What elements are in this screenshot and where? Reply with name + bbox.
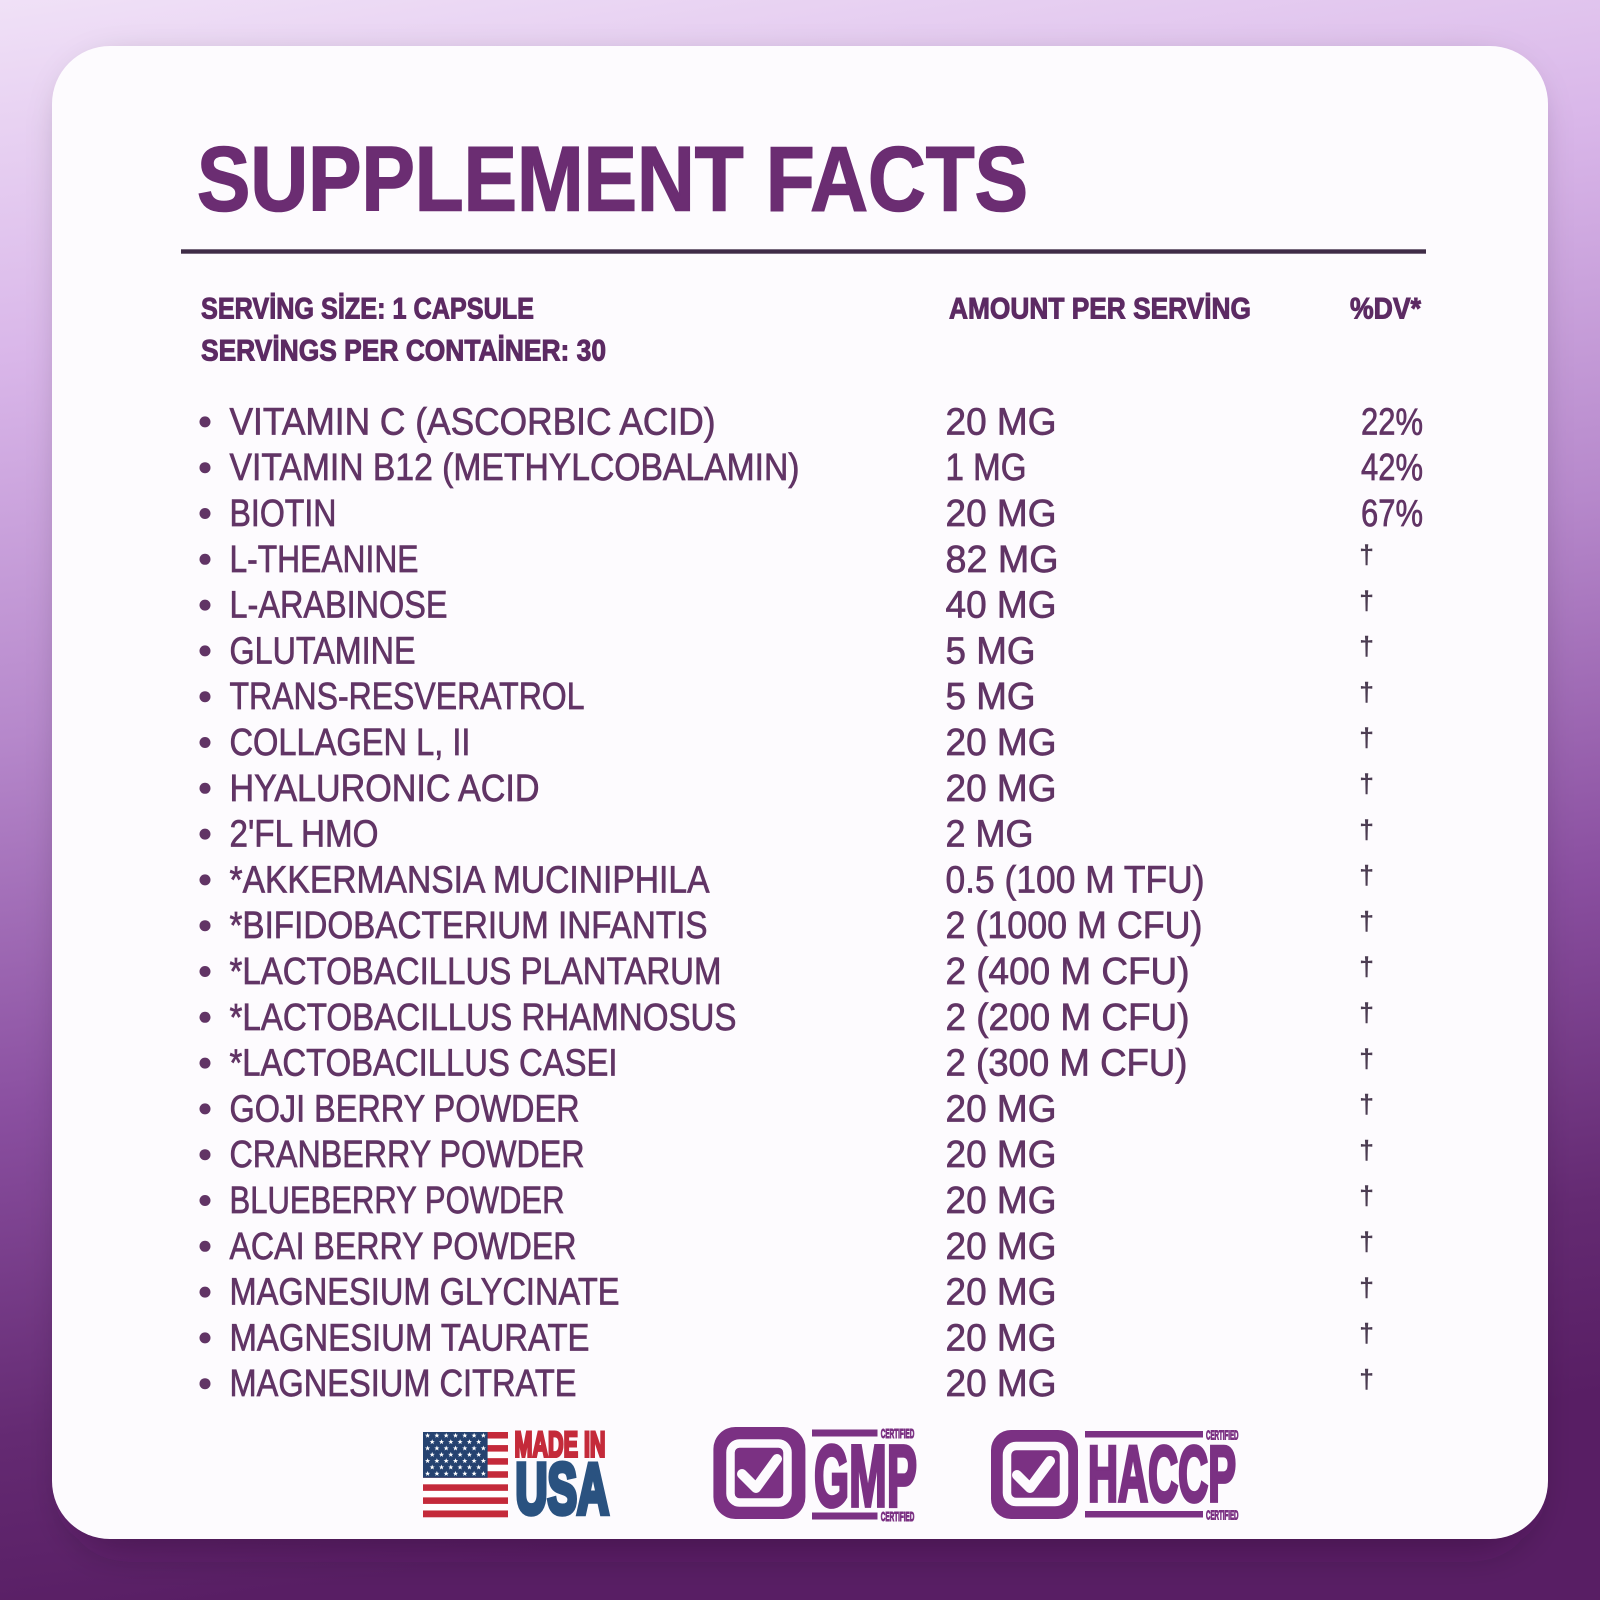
svg-text:*LACTOBACILLUS RHAMNOSUS: *LACTOBACILLUS RHAMNOSUS xyxy=(230,997,737,1039)
svg-text:20 MG: 20 MG xyxy=(946,1317,1057,1359)
svg-text:COLLAGEN L, II: COLLAGEN L, II xyxy=(230,722,471,764)
svg-text:1 MG: 1 MG xyxy=(946,447,1027,489)
svg-text:HYALURONIC ACID: HYALURONIC ACID xyxy=(230,768,540,810)
svg-text:†: † xyxy=(1360,1137,1374,1165)
svg-text:82 MG: 82 MG xyxy=(946,539,1059,581)
svg-text:GOJI BERRY POWDER: GOJI BERRY POWDER xyxy=(230,1088,580,1130)
svg-text:†: † xyxy=(1360,1183,1374,1211)
svg-text:†: † xyxy=(1360,679,1374,707)
svg-text:20 MG: 20 MG xyxy=(946,1363,1057,1405)
svg-text:GMP: GMP xyxy=(814,1428,917,1525)
svg-text:†: † xyxy=(1360,633,1374,661)
svg-text:*AKKERMANSIA MUCINIPHILA: *AKKERMANSIA MUCINIPHILA xyxy=(230,859,711,901)
svg-text:MAGNESIUM GLYCINATE: MAGNESIUM GLYCINATE xyxy=(230,1272,620,1314)
svg-text:*BIFIDOBACTERIUM INFANTIS: *BIFIDOBACTERIUM INFANTIS xyxy=(230,905,708,947)
svg-text:†: † xyxy=(1360,725,1374,753)
svg-text:†: † xyxy=(1360,1091,1374,1119)
svg-text:†: † xyxy=(1360,862,1374,890)
svg-text:MAGNESIUM TAURATE: MAGNESIUM TAURATE xyxy=(230,1317,590,1359)
svg-text:20 MG: 20 MG xyxy=(946,1272,1057,1314)
svg-text:†: † xyxy=(1360,954,1374,982)
svg-text:2 MG: 2 MG xyxy=(946,814,1034,856)
svg-text:SERVİNGS PER CONTAİNER: 30: SERVİNGS PER CONTAİNER: 30 xyxy=(201,335,606,368)
svg-text:VITAMIN C (ASCORBIC ACID): VITAMIN C (ASCORBIC ACID) xyxy=(230,401,716,443)
svg-text:GLUTAMINE: GLUTAMINE xyxy=(230,630,416,672)
svg-text:AMOUNT PER SERVİNG: AMOUNT PER SERVİNG xyxy=(949,293,1251,326)
svg-text:VITAMIN B12 (METHYLCOBALAMIN): VITAMIN B12 (METHYLCOBALAMIN) xyxy=(230,447,800,489)
svg-text:†: † xyxy=(1360,1000,1374,1028)
svg-text:L-THEANINE: L-THEANINE xyxy=(230,539,419,581)
svg-text:†: † xyxy=(1360,542,1374,570)
svg-text:2'FL HMO: 2'FL HMO xyxy=(230,814,379,856)
svg-text:2 (400 M CFU): 2 (400 M CFU) xyxy=(946,951,1190,993)
svg-text:†: † xyxy=(1360,771,1374,799)
svg-text:*LACTOBACILLUS CASEI: *LACTOBACILLUS CASEI xyxy=(230,1043,618,1085)
svg-text:20 MG: 20 MG xyxy=(946,1088,1057,1130)
svg-text:SERVİNG SİZE: 1 CAPSULE: SERVİNG SİZE: 1 CAPSULE xyxy=(201,293,534,326)
svg-text:20 MG: 20 MG xyxy=(946,722,1057,764)
svg-text:*LACTOBACILLUS PLANTARUM: *LACTOBACILLUS PLANTARUM xyxy=(230,951,722,993)
svg-text:20 MG: 20 MG xyxy=(946,1226,1057,1268)
svg-text:USA: USA xyxy=(516,1451,610,1530)
svg-text:40 MG: 40 MG xyxy=(946,585,1057,627)
svg-text:42%: 42% xyxy=(1361,447,1423,489)
svg-text:L-ARABINOSE: L-ARABINOSE xyxy=(230,585,448,627)
svg-text:HACCP: HACCP xyxy=(1088,1430,1236,1518)
svg-text:2 (300 M CFU): 2 (300 M CFU) xyxy=(946,1043,1188,1085)
svg-text:CERTIFIED: CERTIFIED xyxy=(881,1427,915,1441)
svg-text:20 MG: 20 MG xyxy=(946,768,1057,810)
svg-text:20 MG: 20 MG xyxy=(946,493,1057,535)
svg-text:%DV*: %DV* xyxy=(1350,293,1421,326)
svg-text:†: † xyxy=(1360,1274,1374,1302)
svg-text:ACAI BERRY POWDER: ACAI BERRY POWDER xyxy=(230,1226,577,1268)
svg-text:2 (1000 M CFU): 2 (1000 M CFU) xyxy=(946,905,1203,947)
svg-text:20 MG: 20 MG xyxy=(946,1180,1057,1222)
svg-text:CERTIFIED: CERTIFIED xyxy=(1206,1429,1239,1443)
svg-text:†: † xyxy=(1360,1366,1374,1394)
svg-text:0.5 (100 M TFU): 0.5 (100 M TFU) xyxy=(946,859,1205,901)
svg-text:20 MG: 20 MG xyxy=(946,1134,1057,1176)
svg-text:†: † xyxy=(1360,816,1374,844)
svg-text:†: † xyxy=(1360,908,1374,936)
svg-text:20 MG: 20 MG xyxy=(946,401,1057,443)
svg-text:2 (200 M CFU): 2 (200 M CFU) xyxy=(946,997,1190,1039)
svg-text:†: † xyxy=(1360,1320,1374,1348)
svg-text:MADE IN: MADE IN xyxy=(515,1425,606,1464)
svg-text:†: † xyxy=(1360,1045,1374,1073)
svg-text:CRANBERRY POWDER: CRANBERRY POWDER xyxy=(230,1134,585,1176)
svg-text:†: † xyxy=(1360,587,1374,615)
svg-text:TRANS-RESVERATROL: TRANS-RESVERATROL xyxy=(230,676,585,718)
svg-text:†: † xyxy=(1360,1229,1374,1257)
svg-text:BIOTIN: BIOTIN xyxy=(230,493,337,535)
svg-text:SUPPLEMENT FACTS: SUPPLEMENT FACTS xyxy=(197,129,1028,231)
svg-text:5 MG: 5 MG xyxy=(946,676,1036,718)
svg-text:MAGNESIUM CITRATE: MAGNESIUM CITRATE xyxy=(230,1363,577,1405)
svg-text:22%: 22% xyxy=(1361,401,1423,443)
svg-text:BLUEBERRY POWDER: BLUEBERRY POWDER xyxy=(230,1180,565,1222)
svg-text:67%: 67% xyxy=(1361,493,1423,535)
svg-text:5 MG: 5 MG xyxy=(946,630,1036,672)
svg-text:CERTIFIED: CERTIFIED xyxy=(881,1510,915,1524)
svg-text:CERTIFIED: CERTIFIED xyxy=(1206,1509,1239,1523)
